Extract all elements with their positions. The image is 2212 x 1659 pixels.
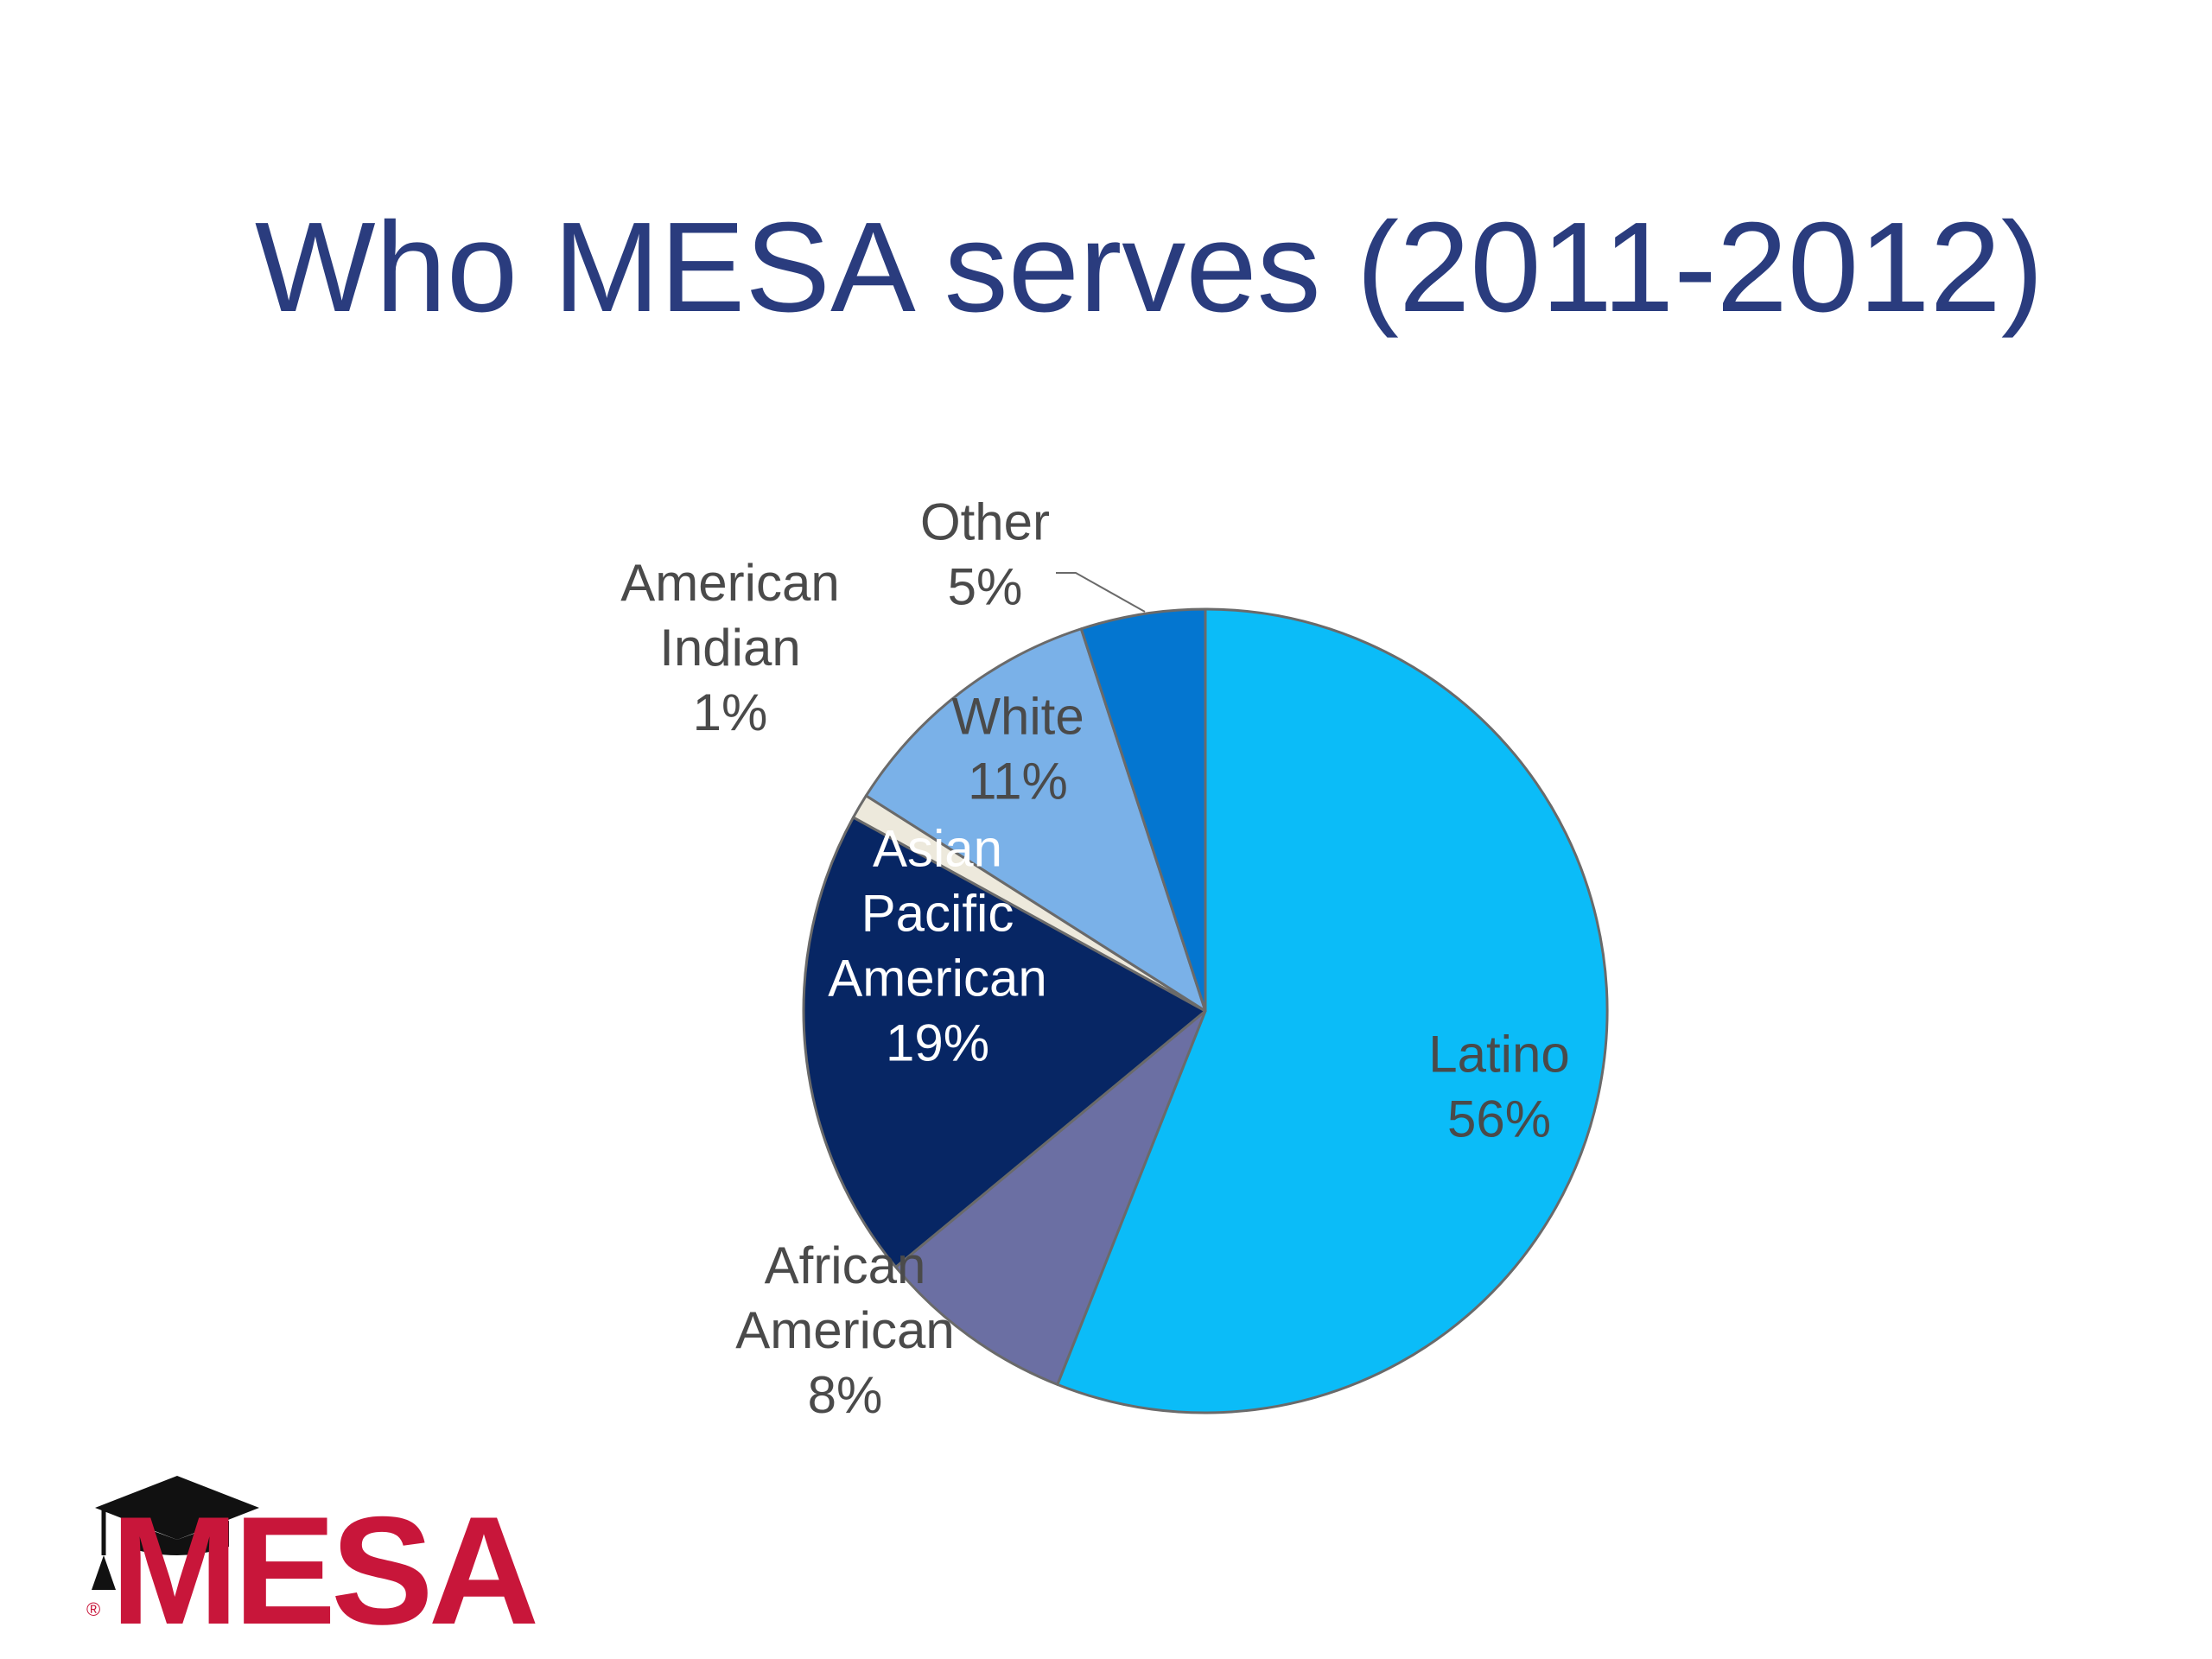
slice-label-other: Other 5% — [920, 493, 1050, 616]
pie-slice-latino — [1056, 607, 1609, 1414]
pie-slice-other — [1079, 607, 1207, 1013]
pie-labels: Latino 56% African American 8% Asian Pacific Am… — [620, 493, 1569, 1425]
leader-line-other — [1056, 572, 1146, 613]
pie-slice-asian — [802, 816, 1207, 1268]
slide-title: Who MESA serves (2011-2012) — [254, 196, 2044, 339]
slice-label-asian: Asian Pacific American 19% — [828, 820, 1046, 1072]
slice-label-latino: Latino 56% — [1428, 1026, 1569, 1148]
registered-mark: ® — [86, 1599, 101, 1620]
mesa-logo: MESA ® — [78, 1460, 539, 1649]
slice-label-american: American Indian 1% — [620, 554, 839, 741]
graduation-cap-icon — [92, 1476, 259, 1590]
pie-slice-african — [894, 1009, 1207, 1386]
pie-slices — [802, 607, 1609, 1414]
pie-slice-white — [864, 627, 1207, 1013]
slice-label-african: African American 8% — [735, 1236, 954, 1424]
slice-label-white: White 11% — [951, 688, 1084, 810]
logo-text: MESA — [111, 1484, 539, 1656]
